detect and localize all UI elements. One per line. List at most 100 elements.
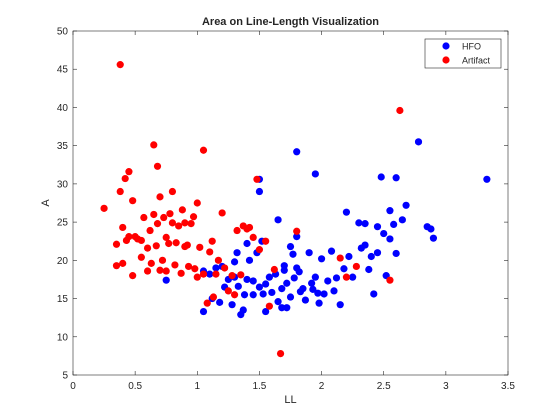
data-point-artifact [112,262,121,270]
data-point-hfo [259,290,267,298]
data-point-hfo [286,293,295,301]
data-point-artifact [162,267,170,275]
data-point-artifact [184,262,193,271]
data-point-hfo [392,174,400,182]
x-tick-label: 3.5 [501,381,515,392]
data-point-hfo [380,229,388,238]
data-point-hfo [311,273,319,281]
data-point-artifact [249,233,257,241]
x-axis: 0 0.5 1 1.5 2 2.5 3 3.5 [70,31,515,392]
x-tick-label: 0 [70,381,76,392]
data-point-hfo [262,280,270,288]
data-point-hfo [349,273,357,281]
data-point-artifact [168,187,177,196]
data-point-artifact [255,246,264,254]
data-point-hfo [255,187,264,196]
data-point-hfo [373,223,382,231]
data-point-artifact [150,210,158,219]
data-point-artifact [262,237,270,245]
data-point-hfo [427,225,435,233]
data-point-artifact [171,261,179,269]
y-axis-label: A [40,199,52,207]
data-point-artifact [143,244,152,252]
data-point-hfo [311,170,319,178]
data-point-artifact [178,206,186,214]
data-point-artifact [165,239,173,248]
data-point-hfo [373,249,382,257]
data-point-artifact [208,237,216,245]
x-tick-label: 1.5 [252,381,266,392]
data-point-artifact [146,226,154,235]
data-point-hfo [336,301,344,309]
data-point-hfo [243,275,251,284]
data-point-hfo [286,242,295,251]
data-point-hfo [483,175,491,183]
data-point-artifact [152,242,160,250]
y-tick-label: 30 [57,179,69,190]
data-point-hfo [245,256,254,264]
data-point-hfo [289,250,297,258]
y-tick-label: 50 [57,27,69,38]
data-point-artifact [191,265,199,273]
data-point-artifact [125,233,133,241]
data-point-hfo [330,287,338,295]
data-point-artifact [189,213,198,221]
data-point-artifact [137,236,145,245]
data-point-hfo [340,265,348,273]
data-point-artifact [193,199,201,207]
data-point-hfo [390,220,398,229]
data-point-artifact [245,223,254,232]
data-point-hfo [262,307,270,316]
data-point-artifact [224,287,232,295]
data-point-hfo [429,234,438,242]
data-point-artifact [119,223,127,232]
data-point-artifact [129,197,137,205]
legend-marker-hfo [442,42,450,50]
y-tick-label: 25 [57,218,69,229]
data-point-artifact [100,204,108,212]
data-point-hfo [342,208,351,216]
data-point-artifact [386,276,394,284]
data-point-artifact [199,270,208,278]
data-point-hfo [249,277,257,285]
data-point-hfo [398,216,406,224]
x-axis-label: LL [284,394,296,406]
data-point-artifact [293,227,301,235]
y-tick-label: 15 [57,294,69,305]
data-point-hfo [345,252,353,261]
data-point-hfo [212,264,220,272]
y-axis: 5 10 15 20 25 30 35 40 45 50 [57,27,508,382]
data-point-artifact [116,187,124,196]
data-point-hfo [265,273,273,281]
data-point-artifact [166,210,174,218]
data-point-artifact [221,264,229,272]
data-point-artifact [156,193,164,201]
data-point-artifact [162,233,170,241]
data-point-hfo [162,276,170,284]
data-point-hfo [315,299,323,307]
data-point-artifact [137,253,145,261]
legend-label-artifact: Artifact [462,56,491,66]
y-tick-label: 10 [57,332,69,343]
data-point-artifact [116,61,124,69]
x-tick-label: 1 [195,381,201,392]
chart-title: Area on Line-Length Visualization [202,16,379,28]
data-point-artifact [196,243,204,251]
data-point-artifact [187,220,195,228]
data-point-hfo [402,201,410,209]
data-point-artifact [228,272,236,280]
data-point-hfo [308,279,316,287]
data-point-artifact [336,254,344,262]
data-point-hfo [365,265,373,274]
data-point-hfo [305,249,313,257]
data-point-artifact [175,222,183,230]
data-point-hfo [274,216,282,224]
data-point-artifact [206,248,214,256]
points-layer [100,61,491,358]
data-point-artifact [160,213,168,222]
data-point-artifact [265,302,273,310]
x-tick-label: 3 [443,381,449,392]
y-tick-label: 20 [57,256,69,267]
y-tick-label: 5 [62,371,68,382]
